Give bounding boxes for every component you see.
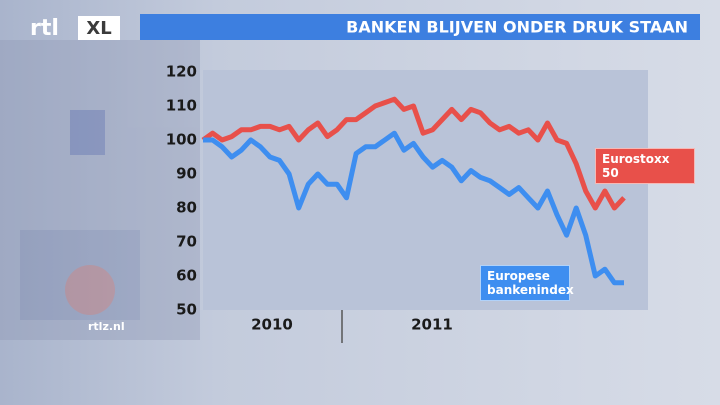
logo-rtl: rtl — [30, 16, 59, 41]
period-label: 2011 — [411, 316, 453, 334]
legend-label: Eurostoxx 50 — [595, 148, 695, 184]
banknote-decoration — [0, 40, 200, 340]
y-tick-label: 60 — [176, 267, 197, 285]
period-label: 2010 — [251, 316, 293, 334]
logo-box — [78, 16, 120, 40]
site-label: rtlz.nl — [88, 320, 125, 333]
y-tick-label: 100 — [166, 131, 197, 149]
y-tick-label: 120 — [166, 63, 197, 81]
series-line — [201, 96, 626, 211]
y-tick-label: 90 — [176, 165, 197, 183]
y-tick-label: 50 — [176, 301, 197, 319]
y-tick-label: 80 — [176, 199, 197, 217]
chart-title: BANKEN BLIJVEN ONDER DRUK STAAN — [346, 18, 688, 37]
plot-area — [203, 70, 648, 310]
series-line — [203, 130, 624, 286]
legend-label: Europese bankenindex — [480, 265, 574, 301]
logo-xl: XL — [86, 18, 111, 39]
y-tick-label: 110 — [166, 97, 197, 115]
title-bar — [140, 14, 700, 40]
y-tick-label: 70 — [176, 233, 197, 251]
